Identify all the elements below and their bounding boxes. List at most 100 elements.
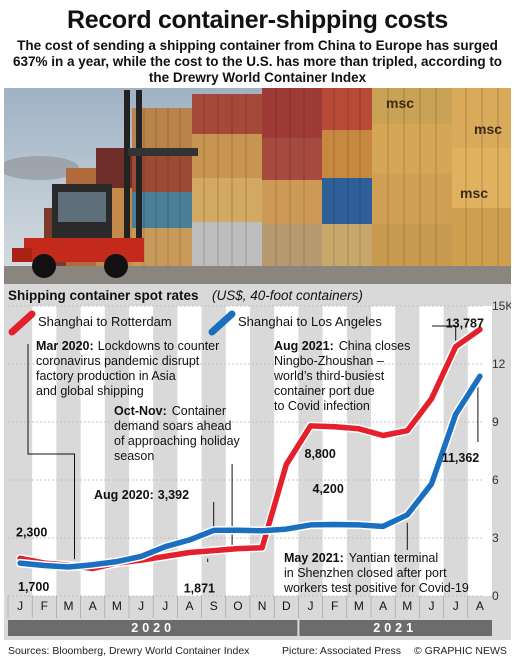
month-label: A (476, 599, 484, 613)
cargo-port-photo: msc msc msc (4, 88, 511, 284)
year-band-2020 (8, 620, 298, 636)
annotation-head: Oct-Nov: (114, 404, 167, 418)
chart-units: (US$, 40-foot containers) (212, 288, 363, 303)
month-label: J (429, 599, 435, 613)
svg-text:Aug 2020:3,392: Aug 2020: 3,392 (94, 488, 189, 502)
value-label: 4,200 (313, 482, 344, 496)
leader-line (432, 325, 457, 341)
month-label: A (379, 599, 387, 613)
annotation-aug-2020: Aug 2020: 3,392 (94, 488, 189, 502)
month-label: M (64, 599, 74, 613)
month-label: D (282, 599, 291, 613)
annotation-line: Container (172, 404, 226, 418)
y-tick-label: 3 (492, 531, 499, 545)
month-label: J (162, 599, 168, 613)
svg-text:Mar 2020:Lockdowns to counter: Mar 2020: Lockdowns to counter (36, 339, 219, 353)
month-label: M (354, 599, 364, 613)
footer: Sources: Bloomberg, Drewry World Contain… (4, 641, 511, 661)
value-label: 8,800 (305, 447, 336, 461)
series-line-los-angeles (17, 373, 483, 570)
crate-lettering: msc (474, 121, 502, 137)
annotation-may-2021: May 2021: Yantian terminal in Shenzhen cl… (283, 551, 469, 595)
page-subtitle: The cost of sending a shipping container… (12, 38, 503, 85)
month-stripe (322, 306, 347, 596)
footer-picture-credit: Picture: Associated Press (282, 645, 402, 657)
month-label: F (331, 599, 338, 613)
crate-lettering: msc (386, 95, 414, 111)
y-tick-label: 9 (492, 415, 499, 429)
month-label: N (258, 599, 267, 613)
month-label: M (402, 599, 412, 613)
y-tick-label: 0 (492, 589, 499, 603)
annotation-head: Aug 2021: (274, 339, 334, 353)
annotation-line: 3,392 (158, 488, 189, 502)
page-title: Record container-shipping costs (66, 6, 449, 34)
annotation-line: in Shenzhen closed after port (284, 566, 447, 580)
svg-text:Aug 2021:China closes: Aug 2021: China closes (274, 339, 410, 353)
annotation-line: Yantian terminal (349, 551, 438, 565)
month-label: J (453, 599, 459, 613)
year-band-2021 (299, 620, 492, 636)
annotation-oct-nov: Oct-Nov: Container demand soars ahead of … (114, 404, 241, 463)
value-label: 1,700 (18, 580, 49, 594)
annotation-line: factory production in Asia (36, 369, 176, 383)
svg-text:May 2021:Yantian terminal: May 2021: Yantian terminal (284, 551, 438, 565)
footer-copyright: © GRAPHIC NEWS (414, 645, 507, 657)
month-label: F (41, 599, 48, 613)
month-stripe (371, 306, 396, 596)
value-label: 13,787 (446, 316, 484, 330)
legend-label-rotterdam: Shanghai to Rotterdam (38, 314, 172, 329)
month-stripe (80, 306, 105, 596)
annotation-line: Ningbo-Zhoushan – (274, 354, 384, 368)
month-stripe (32, 306, 57, 596)
crate-lettering: msc (460, 185, 488, 201)
value-label: 11,362 (442, 451, 480, 465)
annotation-head: May 2021: (284, 551, 344, 565)
leader-line (27, 344, 75, 560)
annotation-line: and global shipping (36, 384, 144, 398)
year-bar: 2020 2021 (8, 620, 492, 636)
legend-swatch-los-angeles (208, 310, 236, 336)
footer-sources: Sources: Bloomberg, Drewry World Contain… (8, 645, 250, 657)
annotation-line: world’s third-busiest (273, 369, 385, 383)
annotation-line: coronavirus pandemic disrupt (36, 354, 200, 368)
legend: Shanghai to Rotterdam Shanghai to Los An… (8, 310, 382, 336)
annotation-line: workers test positive for Covid-19 (283, 581, 469, 595)
rates-chart: Shipping container spot rates (US$, 40-f… (4, 284, 511, 640)
month-stripe (129, 306, 154, 596)
month-label: A (185, 599, 193, 613)
svg-text:Oct-Nov:Container: Oct-Nov: Container (114, 404, 226, 418)
annotation-line: of approaching holiday (114, 434, 241, 448)
photo-illustration: msc msc msc (4, 88, 511, 284)
value-labels: 2,300 1,700 1,871 8,800 4,200 13,787 11,362 (16, 316, 484, 595)
month-label: J (308, 599, 314, 613)
value-label: 1,871 (184, 582, 215, 596)
y-tick-label: 6 (492, 473, 499, 487)
y-axis-ticks: 0 3 6 9 12 15K (492, 299, 511, 603)
annotation-line: season (114, 449, 154, 463)
series-lines (15, 325, 485, 573)
annotation-line: China closes (339, 339, 411, 353)
annotation-head: Aug 2020: (94, 488, 154, 502)
line-chart: Shipping container spot rates (US$, 40-f… (4, 284, 511, 640)
annotation-line: container port due (274, 384, 375, 398)
legend-swatch-rotterdam (8, 310, 36, 336)
month-label: J (138, 599, 144, 613)
annotation-mar-2020: Mar 2020: Lockdowns to counter coronaviru… (36, 339, 219, 398)
year-label: 2020 (131, 621, 175, 635)
annotation-line: Lockdowns to counter (98, 339, 220, 353)
month-label: O (233, 599, 242, 613)
month-label: J (17, 599, 23, 613)
y-tick-label: 12 (492, 357, 506, 371)
month-label: M (112, 599, 122, 613)
year-label: 2021 (373, 621, 417, 635)
forklift-icon (12, 90, 198, 278)
legend-label-los-angeles: Shanghai to Los Angeles (238, 314, 382, 329)
gridlines (8, 305, 484, 597)
y-tick-label: 15K (492, 299, 511, 313)
annotation-line: to Covid infection (274, 399, 370, 413)
annotation-aug-2021: Aug 2021: China closes Ningbo-Zhoushan – … (273, 339, 410, 413)
value-label: 2,300 (16, 525, 47, 539)
